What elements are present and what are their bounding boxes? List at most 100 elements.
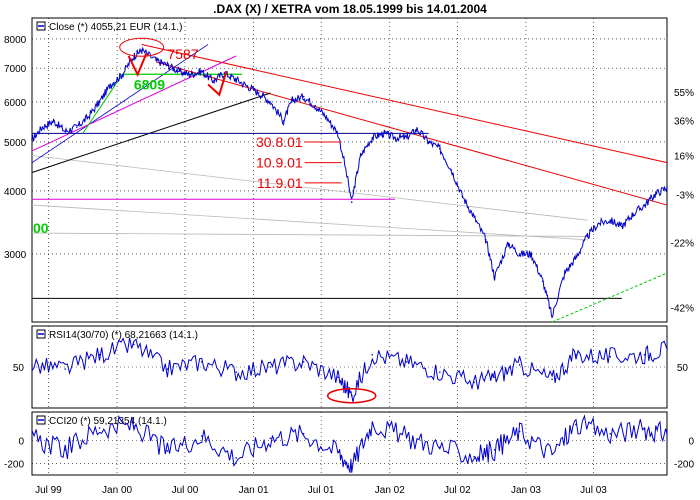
- cci-y-tick-label: -200: [4, 460, 24, 471]
- rsi-data-point: [269, 366, 272, 368]
- price-data-point: [155, 59, 158, 62]
- x-tick-label: Jul 01: [308, 485, 335, 496]
- price-data-point: [609, 219, 612, 221]
- price-data-point: [282, 120, 285, 122]
- black-trendline: [31, 92, 271, 173]
- price-data-point: [269, 101, 272, 103]
- rsi-data-point: [405, 361, 408, 363]
- rsi-data-point: [518, 364, 521, 366]
- price-data-point: [140, 49, 143, 51]
- price-data-point: [493, 276, 496, 278]
- price-data-point: [632, 213, 634, 215]
- price-data-point: [371, 136, 374, 139]
- y-tick-label: 7000: [4, 64, 27, 75]
- price-data-point: [655, 192, 657, 195]
- cci-y-tick-label-right: 0: [688, 437, 694, 448]
- rsi-data-point: [643, 353, 646, 356]
- y-tick-label-right: -3%: [676, 191, 694, 202]
- price-data-point: [666, 187, 668, 189]
- cci-data-point: [31, 437, 33, 440]
- annotation-label-00: 00: [33, 220, 49, 236]
- rsi-data-point: [609, 355, 612, 358]
- price-data-point: [41, 126, 44, 128]
- y-tick-label-right: 36%: [674, 116, 694, 127]
- cci-data-point: [98, 427, 101, 429]
- price-data-point: [382, 132, 385, 135]
- price-data-point: [416, 128, 418, 130]
- price-data-point: [337, 132, 339, 135]
- cci-data-point: [666, 433, 668, 435]
- annotation-date-label: 10.9.01: [256, 155, 303, 171]
- price-data-point: [302, 95, 305, 98]
- rsi-data-point: [337, 376, 339, 379]
- price-data-point: [450, 169, 453, 171]
- price-data-point: [109, 83, 112, 86]
- price-data-point: [64, 130, 67, 133]
- rsi-ellipse-annotation: [326, 387, 377, 404]
- price-data-point: [563, 272, 566, 274]
- price-data-point: [621, 225, 623, 228]
- rsi-series-line: [31, 337, 668, 403]
- x-tick-label: Jan 00: [102, 485, 132, 496]
- cci-data-point: [350, 466, 353, 468]
- price-data-point: [325, 116, 328, 118]
- price-data-point: [258, 92, 260, 94]
- price-data-point: [394, 136, 396, 139]
- cci-data-point: [166, 450, 169, 452]
- rsi-data-point: [302, 361, 305, 363]
- gray-channel-line: [31, 204, 588, 241]
- price-data-point: [166, 64, 169, 66]
- rsi-data-point: [31, 364, 33, 366]
- price-legend-text: Close (*) 4055,21 EUR (14.1.): [49, 22, 182, 33]
- cci-data-point: [64, 449, 67, 451]
- price-data-point: [98, 101, 101, 103]
- price-data-point: [121, 73, 124, 76]
- rsi-data-point: [64, 368, 67, 370]
- y-tick-label-right: -22%: [671, 238, 694, 249]
- rsi-data-point: [493, 376, 496, 379]
- price-data-point: [212, 80, 215, 82]
- price-data-point: [530, 253, 532, 255]
- price-data-point: [189, 73, 191, 76]
- price-data-point: [291, 99, 294, 101]
- cci-data-point: [200, 435, 203, 437]
- green-dashed-trendline: [551, 272, 668, 323]
- price-data-point: [461, 195, 464, 198]
- price-data-point: [359, 154, 362, 157]
- price-data-point: [586, 235, 589, 238]
- price-data-point: [575, 256, 577, 259]
- blue-channel-line: [31, 44, 209, 163]
- cci-data-point: [609, 432, 612, 435]
- x-tick-label: Jul 03: [580, 485, 607, 496]
- x-tick-label: Jul 02: [444, 485, 471, 496]
- annotation-label-7587: 7587: [167, 46, 198, 62]
- cci-data-point: [551, 453, 553, 456]
- x-tick-label: Jan 02: [375, 485, 405, 496]
- rsi-data-point: [200, 361, 203, 363]
- peak-ellipse-annotation: [119, 37, 165, 57]
- price-data-point: [427, 141, 430, 143]
- y-tick-label: 3000: [4, 250, 27, 261]
- price-data-point: [438, 147, 441, 150]
- cci-data-point: [235, 457, 237, 459]
- chart-title: .DAX (X) / XETRA vom 18.05.1999 bis 14.0…: [213, 2, 487, 16]
- cci-data-point: [518, 430, 521, 433]
- red-trendline: [141, 43, 668, 164]
- y-tick-label: 6000: [4, 98, 27, 109]
- rsi-y-tick-label: 50: [13, 363, 25, 374]
- price-data-point: [246, 85, 249, 87]
- price-data-point: [235, 78, 237, 81]
- price-data-point: [597, 222, 600, 225]
- y-tick-label-right: 16%: [674, 151, 694, 162]
- y-tick-label: 4000: [4, 187, 27, 198]
- rsi-data-point: [133, 343, 135, 346]
- annotation-date-label: 11.9.01: [257, 175, 303, 191]
- rsi-data-point: [98, 353, 101, 356]
- annotation-label-6809: 6809: [134, 77, 165, 93]
- x-tick-label: Jul 99: [35, 485, 62, 496]
- y-tick-label-right: -42%: [671, 303, 694, 314]
- cci-y-tick-label: 0: [18, 437, 24, 448]
- x-tick-label: Jan 03: [511, 485, 541, 496]
- price-data-point: [643, 204, 646, 206]
